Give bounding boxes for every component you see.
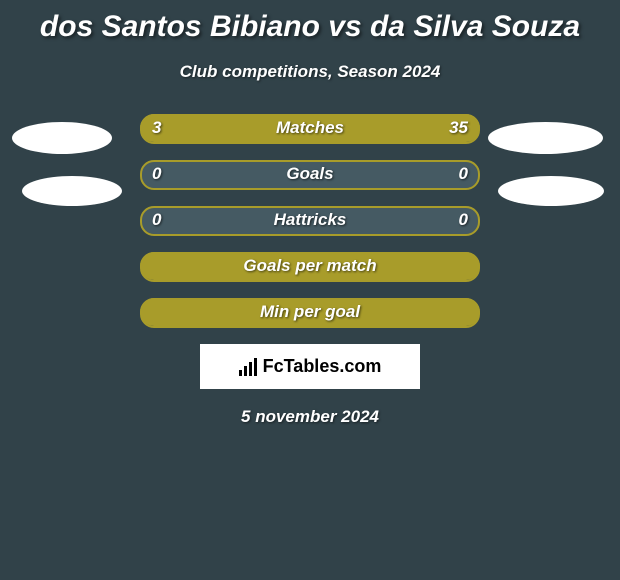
bar-chart-icon [239,358,257,376]
stat-label: Matches [140,114,480,142]
comparison-chart: 335Matches 00Goals 00Hattricks Goals per ma… [0,114,620,427]
stat-row: 335Matches [140,114,480,144]
comparison-subtitle: Club competitions, Season 2024 [0,62,620,82]
source-logo: FcTables.com [200,344,420,389]
comparison-title: dos Santos Bibiano vs da Silva Souza [0,0,620,44]
stat-label: Goals per match [140,252,480,280]
stat-label: Min per goal [140,298,480,326]
stat-label: Goals [140,160,480,188]
stat-row: Min per goal [140,298,480,328]
stat-row: 00Goals [140,160,480,190]
logo-label: FcTables.com [263,356,382,377]
stat-label: Hattricks [140,206,480,234]
stat-row: Goals per match [140,252,480,282]
stat-row: 00Hattricks [140,206,480,236]
snapshot-date: 5 november 2024 [0,407,620,427]
